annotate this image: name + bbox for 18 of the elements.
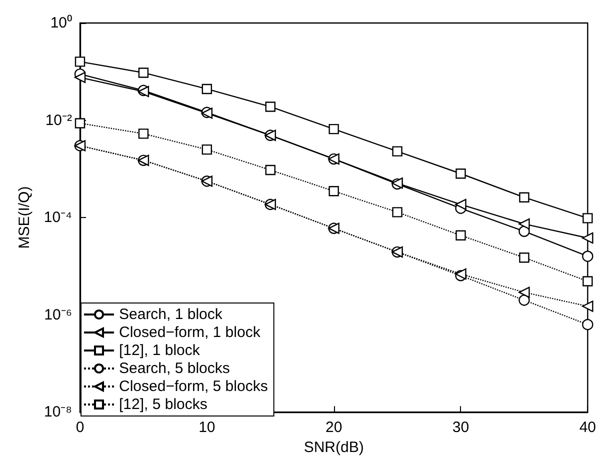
x-tick-label: 0 — [76, 419, 84, 436]
x-tick-label: 20 — [325, 419, 342, 436]
legend-label: Search, 5 blocks — [119, 360, 230, 377]
legend-label: Search, 1 block — [119, 306, 223, 323]
x-tick-label: 40 — [579, 419, 596, 436]
legend-label: [12], 1 block — [119, 342, 200, 359]
legend-label: Closed−form, 5 blocks — [119, 378, 268, 395]
x-tick-label: 10 — [198, 419, 216, 436]
x-axis-title: SNR(dB) — [304, 439, 364, 456]
y-tick-label: 10⁻⁴ — [44, 209, 72, 226]
y-tick-label: 10⁻² — [45, 112, 72, 129]
y-tick-label: 10⁻⁸ — [44, 404, 72, 421]
x-tick-label: 30 — [452, 419, 470, 436]
y-tick-label: 10⁰ — [50, 14, 72, 32]
legend-label: Closed−form, 1 block — [119, 324, 261, 341]
legend-label: [12], 5 blocks — [119, 396, 208, 413]
y-tick-label: 10⁻⁶ — [44, 306, 72, 324]
y-axis-title: MSE(I/Q) — [16, 186, 33, 249]
